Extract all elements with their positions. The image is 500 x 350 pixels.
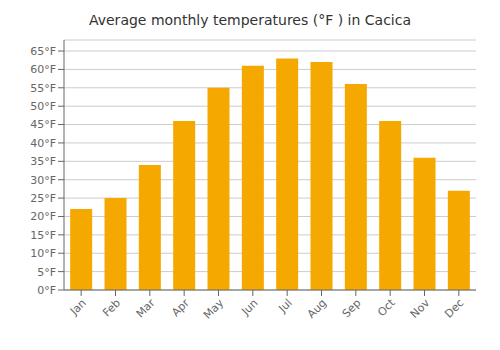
svg-text:Oct: Oct — [375, 296, 398, 319]
svg-text:25°F: 25°F — [30, 192, 56, 205]
svg-text:Jan: Jan — [67, 296, 89, 318]
svg-text:Sep: Sep — [340, 296, 364, 320]
svg-text:Aug: Aug — [305, 296, 329, 320]
svg-text:Nov: Nov — [408, 296, 433, 321]
svg-text:5°F: 5°F — [37, 266, 56, 279]
svg-text:Jul: Jul — [276, 296, 295, 315]
svg-text:Feb: Feb — [100, 296, 123, 319]
svg-text:15°F: 15°F — [30, 229, 56, 242]
svg-text:55°F: 55°F — [30, 82, 56, 95]
svg-text:30°F: 30°F — [30, 174, 56, 187]
svg-text:65°F: 65°F — [30, 45, 56, 58]
svg-text:May: May — [201, 296, 227, 322]
svg-text:Jun: Jun — [238, 296, 260, 318]
svg-text:45°F: 45°F — [30, 118, 56, 131]
svg-text:20°F: 20°F — [30, 210, 56, 223]
svg-text:Apr: Apr — [169, 296, 192, 319]
html-text:Average monthly temperatures (: Average monthly temperatures (°F ) in Ca… — [89, 12, 411, 28]
svg-text:Dec: Dec — [442, 296, 466, 320]
svg-text:40°F: 40°F — [30, 137, 56, 150]
svg-text:0°F: 0°F — [37, 284, 56, 297]
svg-text:50°F: 50°F — [30, 100, 56, 113]
svg-text:Mar: Mar — [134, 296, 158, 320]
svg-text:10°F: 10°F — [30, 247, 56, 260]
svg-text:35°F: 35°F — [30, 155, 56, 168]
svg-text:60°F: 60°F — [30, 63, 56, 76]
